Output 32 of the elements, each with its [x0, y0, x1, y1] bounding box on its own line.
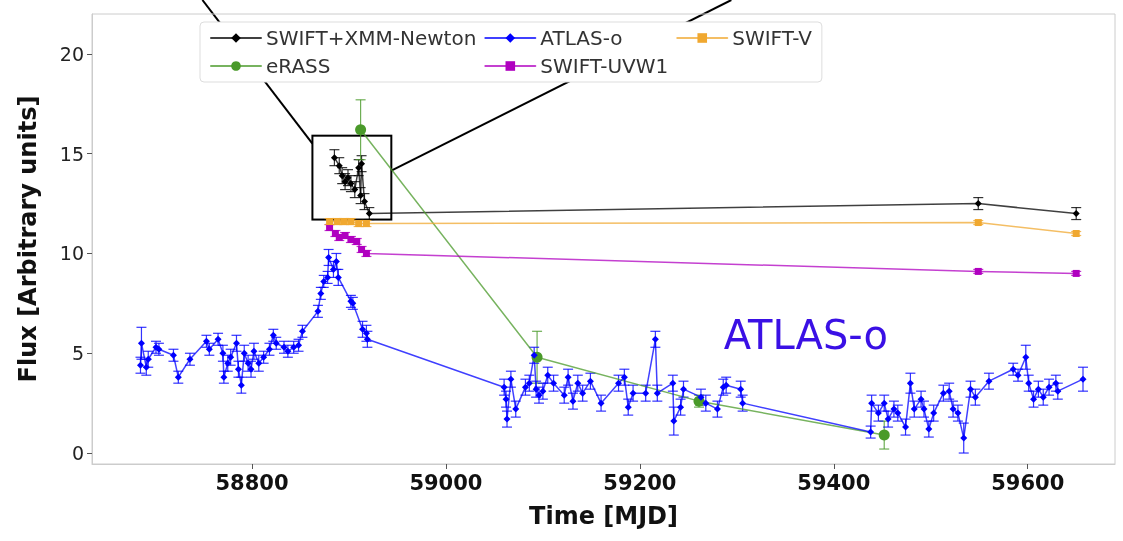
y-tick-label: 20	[59, 42, 84, 65]
legend-label: SWIFT+XMM-Newton	[266, 26, 477, 50]
point	[330, 154, 338, 162]
y-tick-label: 10	[59, 242, 84, 265]
annotation: ATLAS-o	[723, 312, 888, 358]
point	[355, 164, 363, 172]
x-tick-label: 59200	[603, 470, 677, 495]
y-tick-label: 5	[71, 342, 84, 365]
legend-label: eRASS	[266, 54, 331, 78]
legend-label: ATLAS-o	[540, 26, 623, 50]
point	[1072, 210, 1080, 218]
y-tick-label: 15	[59, 142, 84, 165]
point	[358, 160, 366, 168]
y-axis-title: Flux [Arbitrary units]	[14, 95, 42, 383]
point	[355, 124, 367, 136]
legend-label: SWIFT-UVW1	[540, 54, 669, 78]
point	[347, 180, 355, 188]
legend-label: SWIFT-V	[732, 26, 813, 50]
point	[360, 198, 368, 206]
point	[357, 192, 365, 200]
point	[335, 162, 343, 170]
point	[351, 186, 359, 194]
x-tick-label: 59400	[797, 470, 871, 495]
point	[344, 174, 352, 182]
y-tick-label: 0	[71, 442, 84, 465]
point	[338, 172, 346, 180]
point	[878, 429, 890, 441]
x-tick-label: 59000	[409, 470, 483, 495]
point	[365, 210, 373, 218]
x-axis-title: Time [MJD]	[529, 502, 678, 530]
x-tick-label: 58800	[215, 470, 289, 495]
x-tick-label: 59600	[991, 470, 1065, 495]
